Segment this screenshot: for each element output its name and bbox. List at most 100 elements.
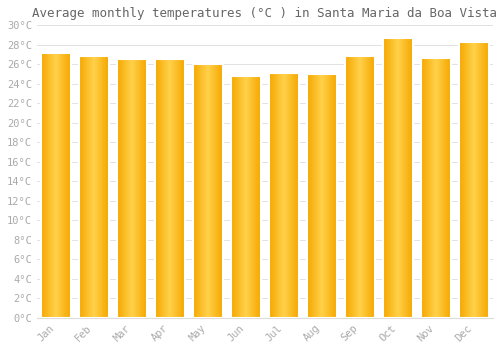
Bar xyxy=(214,64,216,318)
Bar xyxy=(93,56,94,318)
Bar xyxy=(313,74,314,318)
Bar xyxy=(194,64,196,318)
Bar xyxy=(352,56,354,318)
Bar xyxy=(155,60,184,318)
Bar xyxy=(102,56,104,318)
Bar xyxy=(445,58,446,318)
Bar xyxy=(42,52,43,318)
Bar xyxy=(232,76,234,318)
Bar xyxy=(163,60,164,318)
Bar xyxy=(275,73,276,318)
Bar xyxy=(249,76,250,318)
Bar xyxy=(117,60,146,318)
Bar xyxy=(365,56,366,318)
Bar xyxy=(293,73,294,318)
Bar xyxy=(242,76,243,318)
Bar xyxy=(221,64,222,318)
Bar xyxy=(292,73,293,318)
Bar xyxy=(276,73,278,318)
Bar xyxy=(248,76,249,318)
Bar xyxy=(250,76,251,318)
Bar xyxy=(430,58,431,318)
Bar xyxy=(67,52,68,318)
Bar xyxy=(44,52,46,318)
Bar xyxy=(426,58,427,318)
Bar xyxy=(324,74,325,318)
Bar xyxy=(471,42,472,318)
Bar xyxy=(321,74,322,318)
Bar xyxy=(280,73,281,318)
Bar xyxy=(231,76,260,318)
Bar xyxy=(85,56,86,318)
Bar xyxy=(246,76,248,318)
Bar xyxy=(278,73,279,318)
Bar xyxy=(327,74,328,318)
Bar xyxy=(402,38,403,318)
Bar xyxy=(168,60,169,318)
Bar xyxy=(307,74,337,318)
Bar xyxy=(383,38,384,318)
Bar xyxy=(120,60,122,318)
Bar xyxy=(158,60,159,318)
Bar xyxy=(331,74,332,318)
Bar xyxy=(358,56,359,318)
Bar xyxy=(316,74,317,318)
Bar xyxy=(406,38,407,318)
Bar xyxy=(122,60,123,318)
Bar xyxy=(107,56,108,318)
Bar xyxy=(220,64,221,318)
Bar xyxy=(334,74,336,318)
Bar xyxy=(41,52,70,318)
Bar xyxy=(144,60,145,318)
Bar xyxy=(125,60,126,318)
Bar xyxy=(356,56,357,318)
Bar xyxy=(388,38,389,318)
Bar xyxy=(210,64,211,318)
Bar xyxy=(218,64,219,318)
Bar xyxy=(314,74,316,318)
Bar xyxy=(440,58,441,318)
Bar xyxy=(386,38,387,318)
Bar xyxy=(475,42,476,318)
Bar xyxy=(477,42,478,318)
Bar xyxy=(269,73,270,318)
Bar xyxy=(46,52,47,318)
Bar xyxy=(465,42,466,318)
Bar xyxy=(47,52,48,318)
Bar xyxy=(421,58,422,318)
Bar xyxy=(86,56,87,318)
Bar xyxy=(55,52,56,318)
Bar xyxy=(460,42,462,318)
Bar xyxy=(325,74,326,318)
Bar xyxy=(66,52,67,318)
Bar xyxy=(401,38,402,318)
Bar xyxy=(91,56,92,318)
Bar xyxy=(431,58,432,318)
Bar xyxy=(130,60,131,318)
Bar xyxy=(251,76,252,318)
Bar xyxy=(348,56,349,318)
Bar xyxy=(236,76,237,318)
Bar xyxy=(298,73,299,318)
Bar xyxy=(213,64,214,318)
Bar xyxy=(167,60,168,318)
Bar xyxy=(424,58,425,318)
Bar xyxy=(450,58,451,318)
Bar xyxy=(345,56,375,318)
Bar xyxy=(254,76,255,318)
Bar xyxy=(135,60,136,318)
Bar xyxy=(79,56,108,318)
Bar xyxy=(410,38,412,318)
Bar xyxy=(310,74,311,318)
Bar xyxy=(407,38,408,318)
Bar xyxy=(140,60,141,318)
Bar xyxy=(369,56,370,318)
Bar xyxy=(272,73,273,318)
Bar xyxy=(279,73,280,318)
Bar xyxy=(132,60,134,318)
Bar xyxy=(463,42,464,318)
Bar xyxy=(284,73,286,318)
Bar xyxy=(488,42,489,318)
Bar xyxy=(156,60,158,318)
Bar xyxy=(193,64,222,318)
